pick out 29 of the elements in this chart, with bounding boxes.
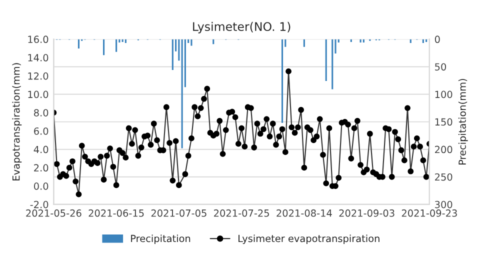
y2-tick-label: 0	[434, 36, 440, 44]
y-tick-label: 8.0	[34, 109, 48, 116]
x-tick-label: 2021-08-14	[276, 209, 332, 217]
legend-label: Lysimeter evapotranspiration	[238, 234, 380, 244]
y2-tick-label: 250	[435, 173, 452, 181]
y-tick-label: 0.0	[34, 182, 48, 190]
y2-tick-label: 100	[435, 90, 452, 98]
y2-tick-label: 50	[435, 63, 446, 71]
y2-tick-label: 200	[435, 146, 452, 154]
y-axis-title: Evapotranspiration(mm)	[12, 63, 22, 180]
x-tick-label: 2021-07-25	[214, 209, 269, 217]
y-tick-label: 14.0	[28, 54, 48, 62]
y-tick-label: -2.0	[30, 200, 48, 208]
chart-title: Lysimeter(NO. 1)	[193, 22, 290, 34]
x-tick-label: 2021-06-15	[88, 209, 144, 217]
y2-tick-label: 300	[435, 200, 452, 208]
y2-axis-title: Precipitation(mm)	[458, 78, 468, 164]
y-tick-label: 10.0	[28, 90, 48, 98]
x-tick-label: 2021-09-23	[402, 209, 457, 217]
x-tick-label: 2021-07-05	[151, 209, 206, 217]
y-tick-label: 4.0	[34, 146, 48, 154]
y-tick-label: 16.0	[28, 36, 48, 44]
y-tick-label: 2.0	[34, 164, 48, 172]
y-tick-label: 6.0	[34, 127, 48, 135]
x-tick-label: 2021-05-26	[26, 209, 82, 217]
y2-tick-label: 150	[435, 118, 452, 126]
x-tick-label: 2021-09-03	[339, 209, 394, 217]
y-tick-label: 12.0	[28, 72, 48, 80]
legend-label: Precipitation	[131, 234, 190, 244]
